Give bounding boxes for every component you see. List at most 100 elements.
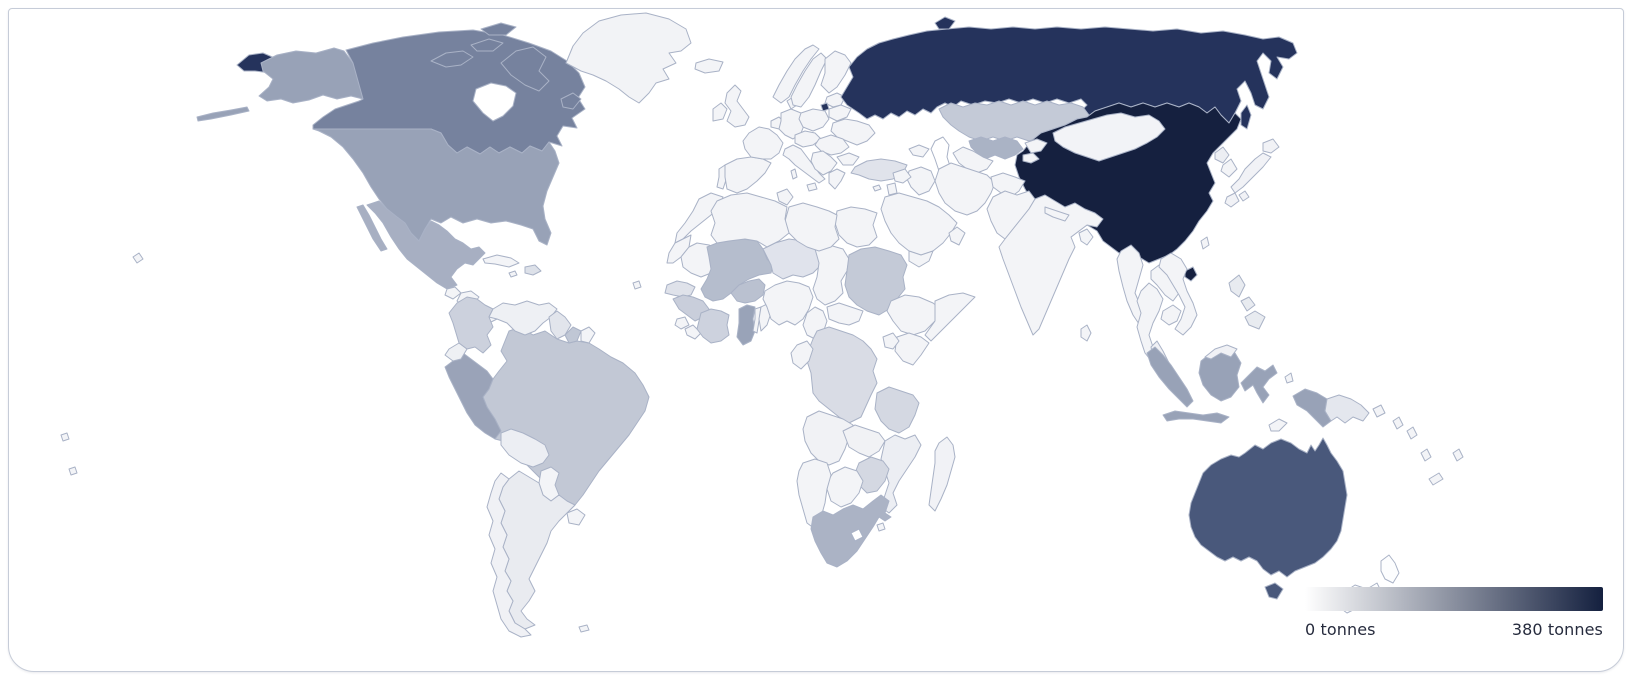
country-indonesia-sumatra[interactable] — [1146, 346, 1194, 408]
country-belarus[interactable] — [828, 104, 852, 122]
country-guyana[interactable] — [548, 310, 572, 340]
country-mexico-baja[interactable] — [356, 204, 388, 252]
country-united-kingdom[interactable] — [724, 84, 750, 128]
country-kyrgyzstan[interactable] — [1024, 138, 1048, 154]
country-guatemala[interactable] — [444, 286, 462, 300]
country-venezuela[interactable] — [488, 300, 558, 336]
country-egypt[interactable] — [834, 206, 878, 248]
country-usa-aleutians[interactable] — [196, 106, 250, 122]
country-greenland[interactable] — [565, 12, 692, 104]
country-russia-novaya-zemlya[interactable] — [934, 16, 956, 30]
country-japan-hokkaido[interactable] — [1262, 138, 1280, 154]
country-bangladesh[interactable] — [1078, 228, 1094, 246]
country-tanzania[interactable] — [874, 386, 920, 434]
country-philippines-visayas[interactable] — [1240, 296, 1256, 312]
country-gabon[interactable] — [790, 340, 814, 370]
country-uruguay[interactable] — [566, 508, 586, 526]
country-eswatini[interactable] — [876, 522, 886, 532]
country-chile[interactable] — [486, 472, 532, 638]
country-iraq[interactable] — [906, 166, 936, 196]
country-bulgaria[interactable] — [836, 152, 860, 166]
country-oman[interactable] — [948, 226, 966, 246]
country-nepal[interactable] — [1044, 206, 1070, 222]
country-italy[interactable] — [782, 144, 826, 184]
country-zambia[interactable] — [842, 424, 886, 458]
country-canada-island-banks[interactable] — [470, 38, 504, 52]
country-usa[interactable] — [312, 128, 560, 246]
country-finland[interactable] — [820, 50, 852, 94]
country-ethiopia[interactable] — [886, 294, 944, 336]
country-greece[interactable] — [828, 168, 846, 190]
country-france[interactable] — [742, 126, 784, 160]
country-iran[interactable] — [934, 162, 996, 216]
country-balkans[interactable] — [810, 150, 838, 176]
country-philippines-luzon[interactable] — [1228, 274, 1246, 298]
country-south-korea[interactable] — [1220, 158, 1238, 178]
country-indonesia-java[interactable] — [1162, 410, 1230, 424]
country-norway[interactable] — [772, 44, 820, 104]
island-sardinia[interactable] — [790, 168, 798, 180]
country-cote-divoire[interactable] — [696, 308, 730, 344]
island-cyprus[interactable] — [872, 184, 882, 192]
island-new-britain[interactable] — [1372, 404, 1386, 418]
country-turkmenistan[interactable] — [952, 146, 994, 174]
country-north-korea[interactable] — [1214, 146, 1230, 164]
island-moluccas[interactable] — [1284, 372, 1294, 384]
country-burkina-faso[interactable] — [730, 278, 766, 304]
country-mongolia[interactable] — [1052, 112, 1166, 162]
country-sweden[interactable] — [790, 52, 828, 108]
country-malaysia-borneo[interactable] — [1204, 344, 1238, 360]
country-yemen[interactable] — [908, 250, 934, 268]
country-iceland[interactable] — [694, 58, 724, 74]
country-kenya[interactable] — [894, 332, 930, 366]
country-senegal[interactable] — [664, 280, 696, 298]
country-uganda[interactable] — [882, 332, 900, 350]
country-saudi-arabia[interactable] — [880, 192, 958, 256]
country-new-zealand-north[interactable] — [1380, 554, 1400, 584]
country-australia[interactable] — [1188, 437, 1348, 578]
country-india[interactable] — [998, 194, 1104, 336]
country-canada-island-victoria[interactable] — [430, 50, 474, 68]
country-tajikistan[interactable] — [1022, 152, 1040, 164]
country-hispaniola[interactable] — [524, 264, 542, 276]
country-canada-island-baffin[interactable] — [500, 46, 550, 92]
country-cambodia[interactable] — [1160, 304, 1182, 326]
country-angola[interactable] — [802, 410, 854, 466]
country-madagascar[interactable] — [928, 436, 956, 512]
island-sicily[interactable] — [806, 182, 818, 192]
country-suriname[interactable] — [564, 326, 582, 344]
country-bolivia[interactable] — [500, 428, 550, 468]
country-cuba[interactable] — [482, 254, 520, 268]
country-south-africa[interactable] — [810, 494, 892, 568]
country-dr-congo[interactable] — [806, 326, 878, 424]
country-canada-newfoundland[interactable] — [560, 92, 582, 110]
country-morocco[interactable] — [674, 192, 724, 244]
island-timor[interactable] — [1268, 418, 1288, 432]
country-japan-honshu[interactable] — [1230, 152, 1272, 194]
country-afghanistan[interactable] — [990, 172, 1026, 198]
country-jordan-israel[interactable] — [886, 182, 898, 196]
country-japan-shikoku[interactable] — [1238, 190, 1250, 202]
country-sierra-leone[interactable] — [674, 316, 690, 330]
country-somalia[interactable] — [924, 292, 976, 342]
country-spain[interactable] — [724, 156, 772, 194]
island-sri-lanka[interactable] — [1080, 324, 1092, 342]
country-china-hainan[interactable] — [1184, 266, 1198, 282]
country-poland[interactable] — [798, 108, 830, 132]
country-french-guiana[interactable] — [580, 326, 596, 344]
country-botswana[interactable] — [826, 466, 864, 508]
country-chad[interactable] — [812, 244, 850, 306]
country-colombia[interactable] — [448, 296, 494, 354]
country-algeria[interactable] — [710, 192, 790, 248]
country-syria[interactable] — [892, 168, 912, 184]
country-libya[interactable] — [784, 202, 840, 252]
country-japan-kyushu[interactable] — [1224, 192, 1240, 208]
country-vietnam[interactable] — [1158, 252, 1198, 336]
country-ghana[interactable] — [736, 304, 756, 346]
country-jamaica[interactable] — [508, 270, 518, 278]
country-niger[interactable] — [762, 238, 822, 280]
island-taiwan[interactable] — [1200, 236, 1210, 250]
country-ireland[interactable] — [712, 102, 728, 122]
country-mexico[interactable] — [366, 200, 486, 290]
country-mozambique[interactable] — [880, 434, 922, 514]
